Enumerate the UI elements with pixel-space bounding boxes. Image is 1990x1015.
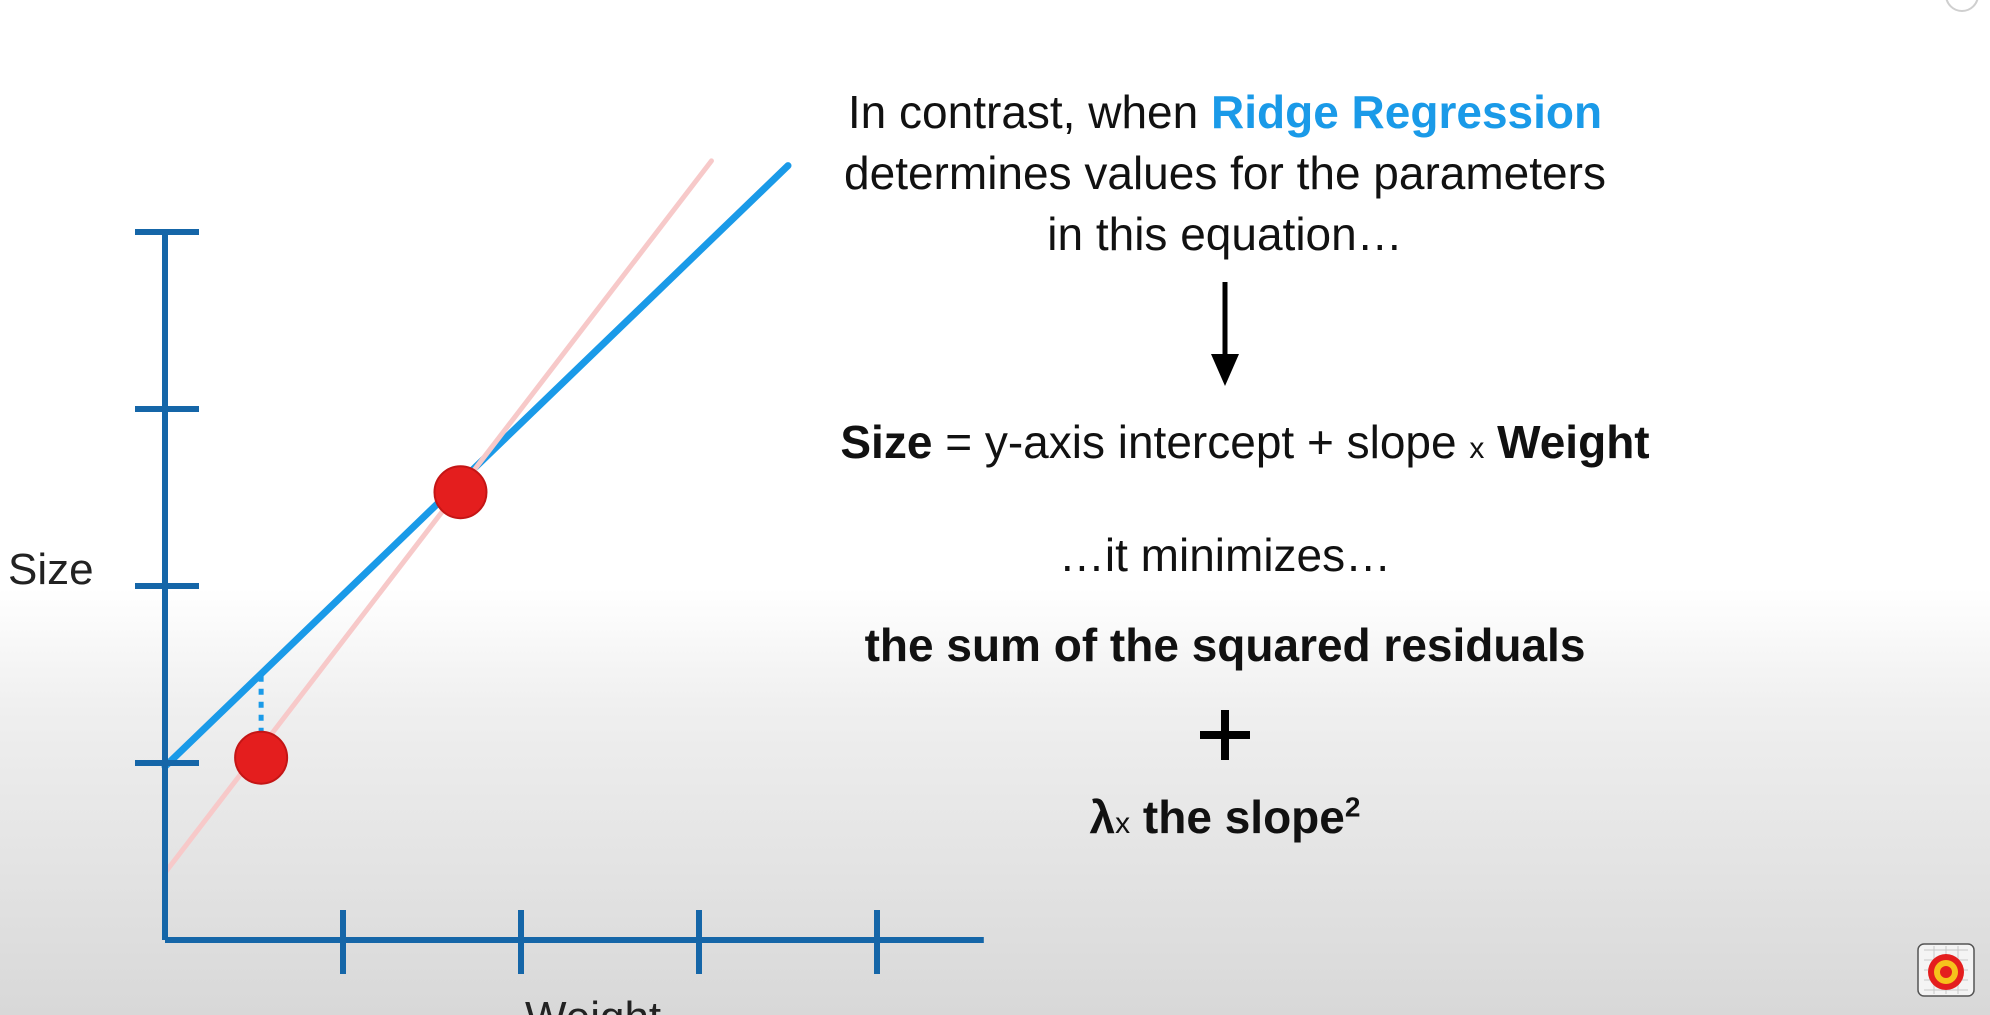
intro-line-1: In contrast, when Ridge Regression bbox=[847, 86, 1603, 138]
data-point bbox=[433, 465, 488, 520]
x-axis-label: Weight bbox=[525, 993, 661, 1015]
intro-line-3: in this equation… bbox=[1047, 208, 1403, 260]
sum-squared-residuals: the sum of the squared residuals bbox=[864, 619, 1586, 671]
equation-lhs: Size bbox=[840, 416, 933, 468]
y-axis-label: Size bbox=[8, 545, 94, 594]
plus-icon bbox=[1200, 710, 1250, 760]
data-point bbox=[234, 730, 289, 785]
intro-text: In contrast, when Ridge Regression deter… bbox=[785, 82, 1665, 265]
exponent: 2 bbox=[1344, 791, 1361, 823]
regression-equation: Size = y-axis intercept + slope x Weight bbox=[840, 416, 1650, 468]
ridge-regression-term: Ridge Regression bbox=[1211, 86, 1603, 138]
equation-weight: Weight bbox=[1484, 416, 1650, 468]
down-arrow-icon bbox=[1211, 282, 1239, 386]
intro-line-2: determines values for the parameters bbox=[844, 147, 1606, 199]
lambda-symbol: λ bbox=[1089, 791, 1116, 843]
statquest-logo-icon bbox=[1917, 943, 1975, 997]
ridge-penalty: λx the slope2 bbox=[1089, 791, 1361, 843]
multiply-sign: x bbox=[1469, 432, 1485, 465]
multiply-sign: x bbox=[1115, 807, 1131, 840]
minimizes-text: …it minimizes… bbox=[1058, 529, 1392, 581]
